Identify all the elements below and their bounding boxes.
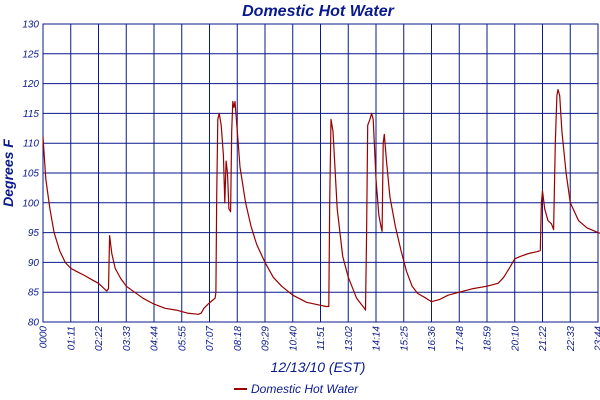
y-tick-label: 105 xyxy=(22,169,39,180)
x-tick-label: 07:07 xyxy=(205,326,216,351)
x-tick-label: 01:11 xyxy=(66,326,77,350)
x-tick-label: 14:14 xyxy=(372,326,383,351)
y-tick-label: 120 xyxy=(22,79,39,90)
y-tick-label: 100 xyxy=(22,198,39,209)
x-tick-labels: 0000 01:11 02:22 03:33 04:44 05:55 07:07 08:18 0… xyxy=(39,326,600,352)
x-tick-label: 09:29 xyxy=(261,326,272,351)
legend-label: Domestic Hot Water xyxy=(251,382,359,396)
chart-title: Domestic Hot Water xyxy=(242,3,395,20)
x-tick-label: 03:33 xyxy=(122,326,133,351)
x-tick-label: 02:22 xyxy=(94,326,105,351)
grid xyxy=(42,23,599,323)
x-tick-label: 10:40 xyxy=(288,326,299,351)
y-tick-label: 115 xyxy=(23,109,39,120)
x-tick-label: 16:36 xyxy=(427,326,438,351)
x-tick-label: 05:55 xyxy=(177,326,188,351)
series-layer xyxy=(42,89,600,315)
y-tick-label: 80 xyxy=(28,318,40,329)
x-tick-label: 21:22 xyxy=(538,326,549,352)
y-tick-labels: 80 85 90 95 100 105 110 115 120 125 130 xyxy=(22,20,39,329)
x-tick-label: 0000 xyxy=(39,326,50,349)
y-tick-label: 125 xyxy=(22,49,39,60)
series-line xyxy=(42,89,600,315)
x-tick-label: 22:33 xyxy=(566,326,577,352)
y-tick-label: 85 xyxy=(28,288,40,299)
y-tick-label: 90 xyxy=(28,258,40,269)
y-tick-label: 130 xyxy=(22,20,39,31)
x-tick-label: 13:02 xyxy=(344,326,355,351)
x-tick-label: 04:44 xyxy=(150,326,161,351)
y-tick-label: 95 xyxy=(28,228,40,239)
x-tick-label: 11:51 xyxy=(316,326,327,350)
x-tick-label: 23:44 xyxy=(594,326,600,352)
x-axis-label: 12/13/10 (EST) xyxy=(271,359,366,375)
y-axis-label: Degrees F xyxy=(0,139,16,207)
x-tick-label: 15:25 xyxy=(399,326,410,351)
x-tick-label: 17:48 xyxy=(455,326,466,351)
y-tick-label: 110 xyxy=(23,139,39,150)
x-tick-label: 20:10 xyxy=(510,326,521,352)
legend: Domestic Hot Water xyxy=(234,382,359,396)
x-tick-label: 18:59 xyxy=(483,326,494,351)
x-tick-label: 08:18 xyxy=(233,326,244,351)
